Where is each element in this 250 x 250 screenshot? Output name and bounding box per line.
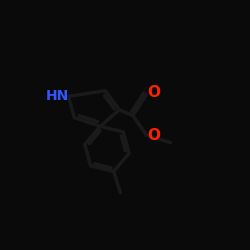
Text: HN: HN xyxy=(46,90,70,104)
Text: O: O xyxy=(147,85,160,100)
Text: O: O xyxy=(148,128,160,144)
